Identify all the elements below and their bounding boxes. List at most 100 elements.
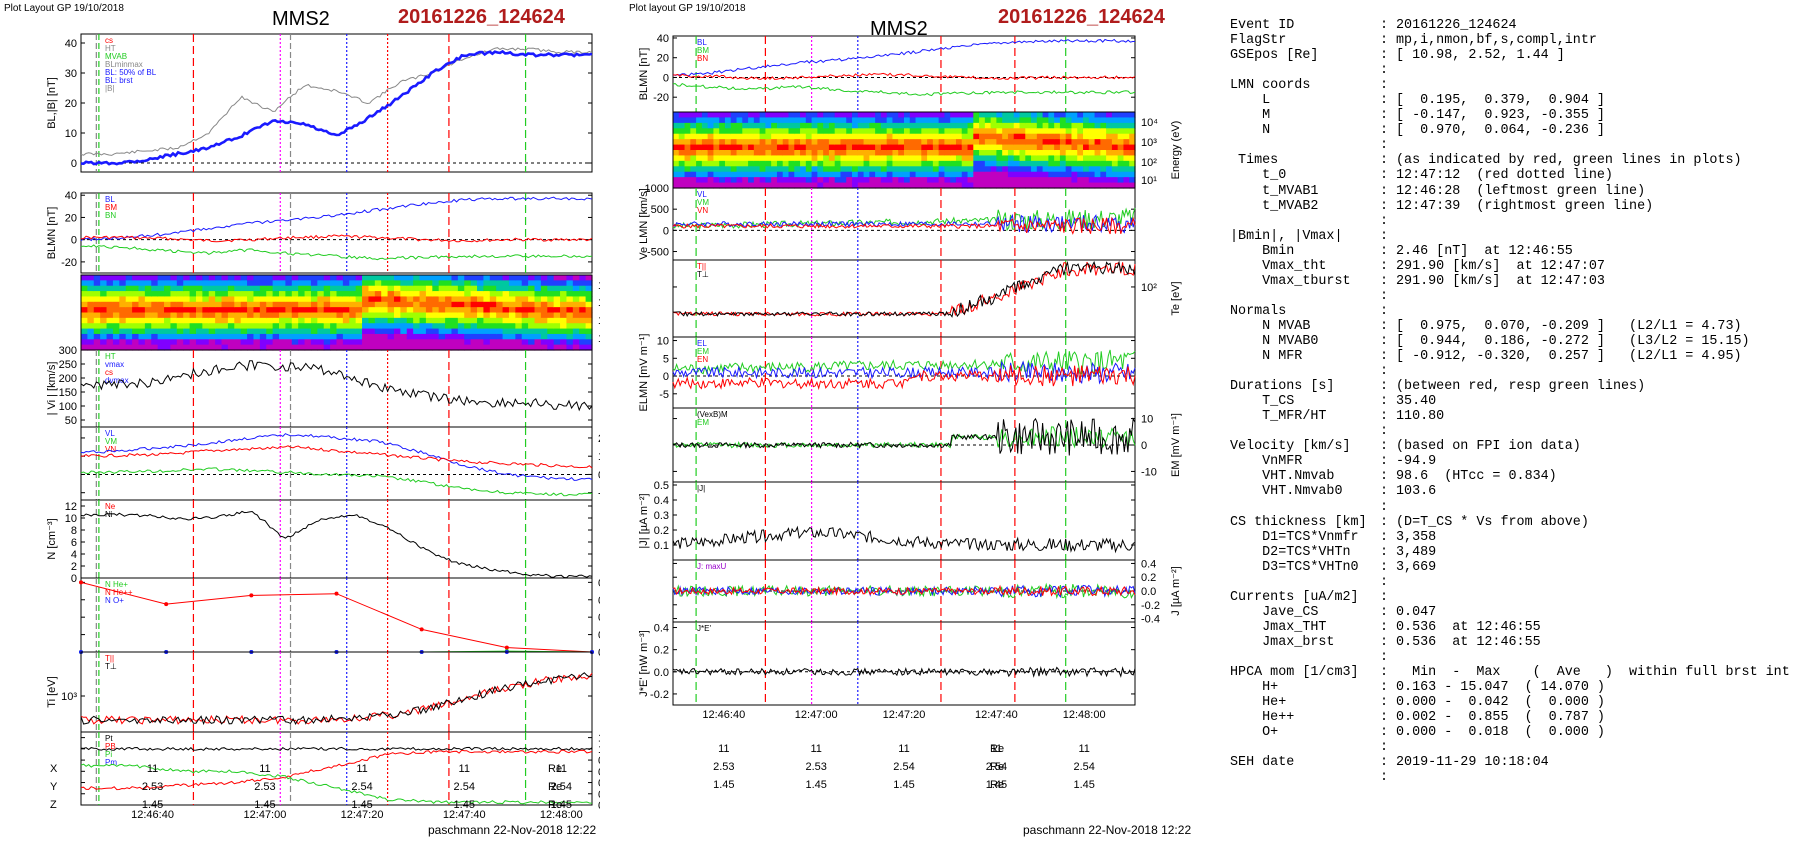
spectrogram-cell xyxy=(585,301,593,308)
coord-value: 2.54 xyxy=(1073,761,1094,773)
spectrogram-cell xyxy=(800,122,807,129)
y-tick-label: -20 xyxy=(653,92,669,104)
spectrogram-cell xyxy=(707,122,715,129)
spectrogram-cell xyxy=(805,144,813,151)
spectrogram-cell xyxy=(863,150,870,157)
spectrogram-cell xyxy=(336,280,344,287)
spectrogram-cell xyxy=(521,317,529,324)
spectrogram-cell xyxy=(432,275,440,281)
spectrogram-cell xyxy=(138,339,146,346)
spectrogram-cell xyxy=(927,171,934,178)
info-separator: : xyxy=(1380,78,1389,94)
spectrogram-cell xyxy=(483,280,491,287)
y-tick-label: 5 xyxy=(663,353,669,365)
info-value: 3,489 xyxy=(1396,544,1437,560)
spectrogram-cell xyxy=(759,133,766,140)
spectrogram-cell xyxy=(406,323,414,330)
spectrogram-cell xyxy=(144,323,152,330)
spectrogram-cell xyxy=(189,275,197,281)
spectrogram-cell xyxy=(788,150,795,157)
spectrogram-cell xyxy=(701,166,709,173)
info-separator: : xyxy=(1380,619,1389,635)
spectrogram-cell xyxy=(1106,128,1113,135)
spectrogram-cell xyxy=(202,285,210,292)
spectrogram-cell xyxy=(1059,122,1067,129)
spectrogram-cell xyxy=(508,307,516,314)
spectrogram-cell xyxy=(846,122,853,129)
spectrogram-cell xyxy=(425,312,433,319)
spectrogram-cell xyxy=(1106,133,1113,140)
spectrogram-cell xyxy=(1025,177,1032,184)
spectrogram-cell xyxy=(298,301,306,308)
spectrogram-cell xyxy=(393,275,401,281)
spectrogram-cell xyxy=(457,344,465,351)
spectrogram-cell xyxy=(800,150,807,157)
legend-entry: EM xyxy=(697,347,709,356)
spectrogram-cell xyxy=(944,160,951,167)
spectrogram-cell xyxy=(817,144,824,151)
spectrogram-cell xyxy=(1129,139,1136,146)
spectrogram-cell xyxy=(955,144,963,151)
spectrogram-cell xyxy=(247,280,255,287)
spectrogram-cell xyxy=(579,296,587,303)
spectrogram-cell xyxy=(202,328,210,335)
info-row: : xyxy=(1230,500,1800,515)
time-tick-label: 12:47:00 xyxy=(795,709,838,721)
info-key: LMN coords xyxy=(1230,78,1311,94)
info-key: Durations [s] xyxy=(1230,379,1335,395)
spectrogram-cell xyxy=(990,182,997,189)
spectrogram-cell xyxy=(330,339,338,346)
spectrogram-cell xyxy=(119,307,127,314)
spectrogram-cell xyxy=(869,150,876,157)
spectrogram-cell xyxy=(1077,155,1084,162)
y-tick-label: 10² xyxy=(598,315,600,327)
spectrogram-cell xyxy=(984,177,992,184)
spectrogram-cell xyxy=(904,150,911,157)
spectrogram-cell xyxy=(673,177,680,184)
spectrogram-cell xyxy=(132,339,140,346)
y-tick-label: -5 xyxy=(659,389,669,401)
spectrogram-cell xyxy=(176,285,184,292)
spectrogram-cell xyxy=(1059,133,1067,140)
spectrogram-cell xyxy=(477,275,485,281)
spectrogram-cell xyxy=(279,285,286,292)
info-separator: : xyxy=(1380,499,1389,515)
legend-entry: BL: 50% of BL xyxy=(105,68,157,77)
spectrogram-cell xyxy=(151,333,159,340)
spectrogram-cell xyxy=(1111,155,1119,162)
spectrogram-cell xyxy=(678,117,686,124)
spectrogram-cell xyxy=(240,285,248,292)
spectrogram-cell xyxy=(1071,144,1078,151)
spectrogram-cell xyxy=(984,139,992,146)
spectrogram-cell xyxy=(323,339,331,346)
spectrogram-cell xyxy=(489,339,497,346)
spectrogram-cell xyxy=(477,344,485,351)
info-value: mp,i,nmon,bf,s,compl,intr xyxy=(1396,33,1597,49)
spectrogram-cell xyxy=(730,117,738,124)
spectrogram-cell xyxy=(413,301,421,308)
series-line xyxy=(672,38,1135,77)
spectrogram-cell xyxy=(125,339,133,346)
spectrogram-cell xyxy=(157,323,165,330)
spectrogram-cell xyxy=(1059,150,1067,157)
spectrogram-cell xyxy=(553,275,561,281)
spectrogram-cell xyxy=(984,150,992,157)
spectrogram-cell xyxy=(221,296,229,303)
spectrogram-cell xyxy=(285,323,293,330)
spectrogram-cell xyxy=(253,301,261,308)
y-tick-label: 4 xyxy=(71,549,77,561)
spectrogram-cell xyxy=(151,307,159,314)
spectrogram-cell xyxy=(828,128,836,135)
spectrogram-cell xyxy=(151,275,159,281)
spectrogram-cell xyxy=(898,182,905,189)
spectrogram-cell xyxy=(944,182,951,189)
spectrogram-cell xyxy=(1002,139,1009,146)
spectrogram-cell xyxy=(1100,177,1107,184)
spectrogram-cell xyxy=(886,182,894,189)
spectrogram-cell xyxy=(1094,122,1101,129)
spectrogram-cell xyxy=(195,285,203,292)
spectrogram-cell xyxy=(719,177,726,184)
spectrogram-cell xyxy=(183,301,191,308)
spectrogram-cell xyxy=(438,344,446,351)
spectrogram-cell xyxy=(489,291,497,298)
